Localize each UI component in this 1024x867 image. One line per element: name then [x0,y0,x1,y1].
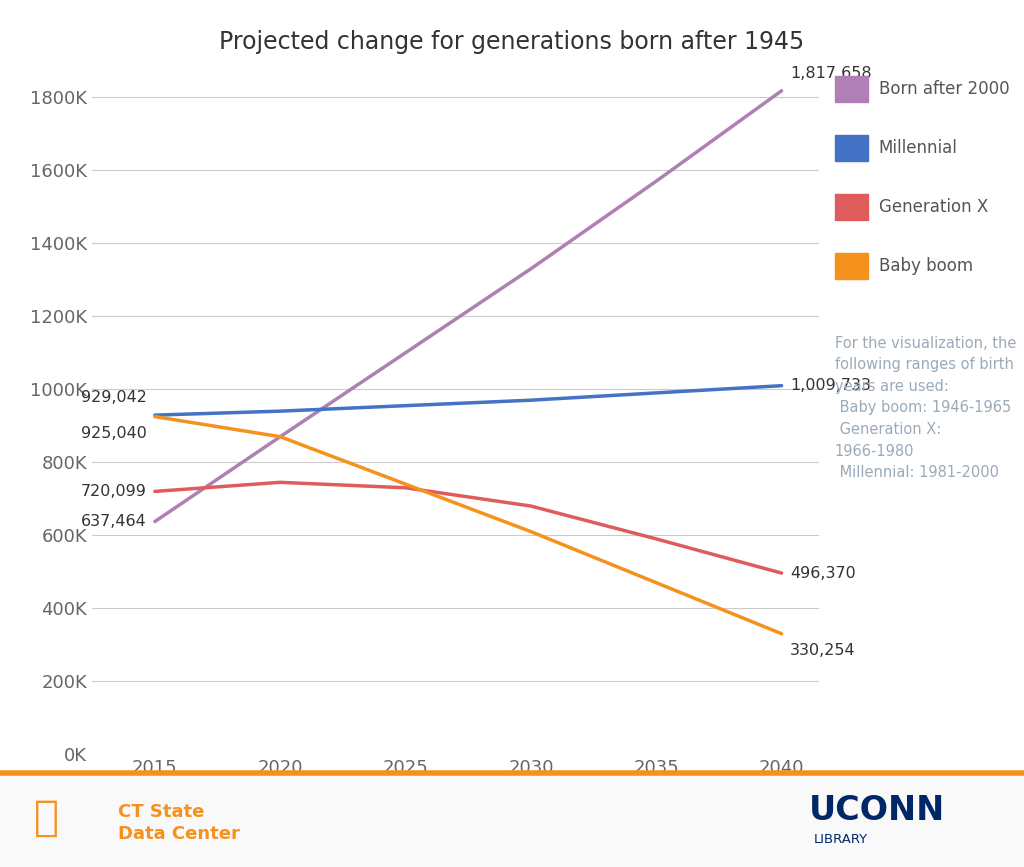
Text: Born after 2000: Born after 2000 [879,81,1010,98]
Text: 929,042: 929,042 [81,390,146,406]
Text: 1,009,733: 1,009,733 [790,378,871,393]
Text: 496,370: 496,370 [790,565,856,581]
Text: For the visualization, the
following ranges of birth
years are used:
 Baby boom:: For the visualization, the following ran… [835,336,1016,480]
Text: UCONN: UCONN [809,794,945,827]
Text: CT State: CT State [118,804,204,821]
Text: 330,254: 330,254 [790,643,856,658]
Text: Data Center: Data Center [118,825,240,843]
Text: 720,099: 720,099 [81,484,146,499]
Text: Baby boom: Baby boom [879,257,973,275]
Text: 637,464: 637,464 [81,514,146,529]
Text: ⧉: ⧉ [34,797,58,838]
Text: Generation X: Generation X [879,199,988,216]
Text: LIBRARY: LIBRARY [814,833,868,845]
Text: 925,040: 925,040 [81,427,146,441]
Text: 1,817,658: 1,817,658 [790,66,871,81]
Text: Projected change for generations born after 1945: Projected change for generations born af… [219,30,805,55]
Text: Millennial: Millennial [879,140,957,157]
